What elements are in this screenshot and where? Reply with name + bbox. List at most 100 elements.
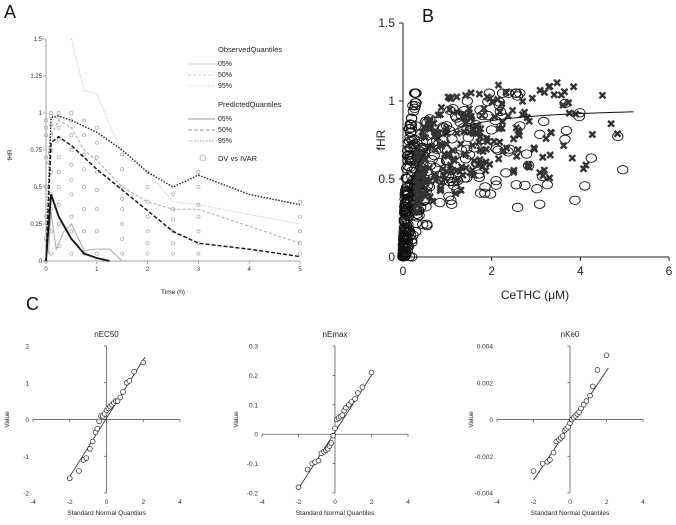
panel-a-dv-point (56, 155, 61, 160)
panel-b-cross-point (540, 88, 549, 97)
panel-b-circle-point (399, 238, 411, 248)
panel-b-circle-point (403, 226, 416, 236)
panel-b-circle-point (502, 88, 515, 98)
panel-a-dv-point (82, 167, 87, 172)
panel-b-cross-point (415, 149, 423, 157)
panel-b-x-tick-label: 4 (577, 264, 584, 278)
panel-b-cross-point (461, 150, 470, 159)
panel-b-circle-point (409, 98, 421, 108)
panel-b-cross-point (430, 119, 438, 128)
panel-b-cross-point (431, 126, 440, 135)
panel-c-nemax-point (328, 440, 335, 446)
panel-b-cross-point (452, 93, 461, 101)
panel-c-nec50-x-axis-label: Standard Normal Quantiles (67, 510, 146, 517)
panel-b-cross-point (446, 161, 455, 169)
panel-b-cross-point (453, 129, 461, 138)
panel-b-circle-point (569, 195, 581, 205)
panel-a-dv-point (44, 185, 48, 189)
panel-c-nec50-reference-line (69, 356, 146, 477)
panel-a-dv-point (82, 152, 87, 157)
panel-a-dv-point (44, 133, 48, 138)
panel-b-y-tick-label: 1.5 (378, 16, 395, 30)
panel-c-nke0-y-tick-label: 0.004 (477, 344, 494, 351)
panel-c-nke0-point (587, 392, 593, 399)
panel-c-nemax-x-axis-label: Standard Normal Quantiles (296, 510, 375, 517)
panel-a-dv-point (196, 185, 201, 189)
panel-b-circle-point (404, 119, 416, 129)
panel-b-cross-point (478, 162, 487, 171)
panel-c-nke0-point (539, 460, 546, 467)
panel-b-cross-point (546, 128, 555, 137)
panel-b-cross-point (436, 110, 445, 119)
panel-a-dv-point (145, 185, 150, 189)
panel-b-circle-point (399, 242, 411, 253)
panel-c-nec50-point (94, 425, 101, 432)
panel-c-nke0-x-axis-label: Standard Normal Quantiles (531, 510, 610, 517)
panel-b-cross-point (416, 179, 424, 188)
panel-a-dv-point (120, 185, 125, 189)
panel-b-cross-point (436, 186, 445, 195)
panel-b-cross-point (525, 117, 534, 126)
panel-c-nemax-point (304, 466, 311, 473)
panel-a-legend-observed-title: ObservedQuantiles (218, 45, 282, 54)
panel-c-nke0-title: nKe0 (561, 330, 580, 339)
panel-c-nemax-point (352, 396, 358, 402)
panel-a-dv-point (196, 214, 201, 219)
panel-b-circle-point (523, 160, 535, 171)
panel-b-circle-point (560, 125, 573, 136)
panel-b-cross-point (545, 82, 553, 91)
panel-b-chart: 0 0.5 1 1.5 0 2 4 6 CeTHC (μM) fHR (374, 16, 673, 302)
panel-b-circle-point (403, 136, 416, 146)
panel-c-nke0-point (530, 468, 537, 474)
panel-a-dv-point (69, 111, 74, 115)
panel-b-circle-point (617, 165, 629, 175)
panel-b-cross-point (442, 124, 451, 132)
panel-b-cross-point (582, 161, 590, 169)
panel-a-x-tick-label: 4 (248, 267, 252, 273)
panel-b-cross-point (461, 91, 470, 100)
panel-c-nec50-point (126, 378, 133, 384)
panel-a-chart: 0 0.25 0.5 0.75 1 1.25 1.5 0 1 2 3 4 5 Time (h) fHR Obs… (7, 37, 302, 296)
panel-b-cross-point (426, 117, 434, 126)
panel-b-circle-point (512, 202, 524, 212)
panel-letter-b: B (422, 6, 434, 26)
panel-b-cross-point (421, 155, 430, 164)
panel-b-cross-point (536, 86, 544, 95)
panel-b-cross-point (540, 166, 549, 174)
panel-a-legend-predicted-50-label: 50% (218, 127, 232, 134)
panel-c-nemax-y-tick-label: -0.2 (247, 491, 259, 498)
panel-b-circle-point (408, 103, 421, 113)
panel-c-nke0-chart: nKe0 -0.004 -0.002 0 0.002 0.004 -4 -2 0 2 4 Standa… (468, 330, 645, 517)
panel-b-cross-point (424, 122, 432, 131)
panel-c-nemax-point (359, 384, 366, 390)
panel-b-cross-point (483, 93, 492, 101)
panel-a-dv-point (56, 170, 61, 175)
panel-b-circle-point (534, 129, 546, 139)
panel-c-nemax-y-tick-label: 0.1 (249, 402, 258, 409)
panel-a-observed-50-line (45, 119, 301, 244)
panel-c-nke0-y-tick-label: 0 (489, 417, 493, 424)
panel-b-cross-point (476, 128, 484, 137)
panel-b-x-tick-label: 6 (666, 264, 673, 278)
panel-b-circle-point (400, 247, 412, 258)
panel-a-dv-point (69, 214, 74, 219)
panel-a-dv-point (49, 122, 53, 127)
panel-a-dv-point (56, 125, 61, 130)
panel-c-nec50-y-tick-label: 2 (25, 344, 29, 351)
panel-a-y-axis-label: fHR (7, 149, 14, 161)
panel-a-y-tick-label: 1.25 (30, 74, 42, 80)
panel-b-cross-point (509, 135, 518, 143)
panel-b-circle-point (451, 176, 464, 186)
panel-b-cross-point (453, 176, 461, 184)
panel-a-y-tick-label: 0 (39, 259, 43, 265)
panel-c-nemax-y-axis-label: Value (233, 411, 240, 428)
panel-b-circle-point (479, 188, 491, 198)
panel-b-circle-point (434, 197, 446, 208)
panel-a-dv-point (82, 229, 87, 234)
panel-b-circle-point (409, 88, 421, 98)
panel-letter-c: C (26, 294, 39, 314)
panel-c-nke0-x-tick-label: 0 (568, 499, 572, 506)
panel-c-nec50-title: nEC50 (94, 330, 119, 339)
panel-a-dv-point (94, 207, 99, 212)
